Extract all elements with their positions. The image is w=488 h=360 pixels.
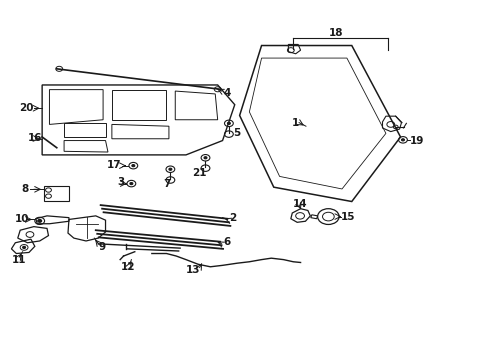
Circle shape (203, 157, 206, 159)
Text: 12: 12 (121, 262, 136, 272)
Text: 21: 21 (192, 168, 206, 178)
Circle shape (132, 165, 135, 167)
Circle shape (401, 139, 404, 141)
Text: 13: 13 (185, 265, 200, 275)
Text: 15: 15 (340, 212, 355, 222)
Circle shape (130, 183, 133, 185)
Text: 1: 1 (292, 118, 299, 128)
Text: 6: 6 (223, 237, 230, 247)
Circle shape (168, 168, 171, 170)
Text: 19: 19 (409, 136, 424, 145)
Text: 9: 9 (98, 242, 105, 252)
Text: 17: 17 (107, 160, 122, 170)
Text: 2: 2 (228, 213, 236, 223)
Bar (43, 186, 69, 201)
Text: 11: 11 (11, 255, 26, 265)
Text: 16: 16 (27, 133, 42, 143)
Circle shape (22, 246, 25, 248)
Circle shape (227, 122, 230, 125)
Text: 8: 8 (21, 184, 28, 194)
Text: 14: 14 (293, 199, 307, 210)
Text: 4: 4 (223, 88, 230, 98)
Circle shape (38, 220, 41, 222)
Text: 18: 18 (328, 28, 342, 38)
Text: 10: 10 (14, 215, 29, 224)
Text: 20: 20 (19, 103, 34, 113)
Text: 3: 3 (118, 177, 125, 187)
Text: 7: 7 (163, 179, 170, 189)
Text: 5: 5 (232, 129, 240, 138)
